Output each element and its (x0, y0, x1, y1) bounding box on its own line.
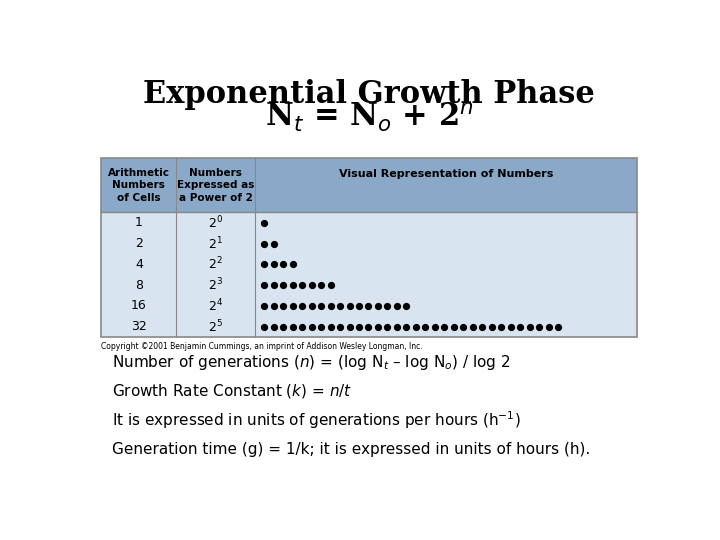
Text: Numbers
Expressed as
a Power of 2: Numbers Expressed as a Power of 2 (177, 168, 254, 203)
Text: 1: 1 (135, 217, 143, 230)
Text: $2^4$: $2^4$ (208, 298, 223, 314)
Text: Visual Representation of Numbers: Visual Representation of Numbers (338, 168, 553, 179)
Text: Number of generations ($n$) = (log N$_t$ – log N$_o$) / log 2: Number of generations ($n$) = (log N$_t$… (112, 353, 511, 372)
Text: 8: 8 (135, 279, 143, 292)
Text: Growth Rate Constant ($k$) = $n/t$: Growth Rate Constant ($k$) = $n/t$ (112, 382, 353, 400)
Bar (101, 158, 636, 337)
Text: 32: 32 (131, 320, 147, 333)
Text: $2^1$: $2^1$ (208, 235, 223, 252)
Text: N$_t$ = N$_o$ + 2$^n$: N$_t$ = N$_o$ + 2$^n$ (265, 102, 473, 134)
Text: 4: 4 (135, 258, 143, 271)
Text: 2: 2 (135, 237, 143, 250)
Text: Generation time (g) = 1/k; it is expressed in units of hours (h).: Generation time (g) = 1/k; it is express… (112, 442, 590, 457)
Text: It is expressed in units of generations per hours (h$^{-1}$): It is expressed in units of generations … (112, 409, 521, 431)
Bar (101, 158, 636, 212)
Text: $2^3$: $2^3$ (208, 277, 223, 293)
Text: $2^5$: $2^5$ (208, 319, 223, 335)
Text: $2^2$: $2^2$ (208, 256, 223, 273)
Bar (101, 212, 636, 337)
Text: Exponential Growth Phase: Exponential Growth Phase (143, 79, 595, 110)
Text: $2^0$: $2^0$ (208, 214, 223, 231)
Text: 16: 16 (131, 300, 147, 313)
Text: Copyright ©2001 Benjamin Cummings, an imprint of Addison Wesley Longman, Inc.: Copyright ©2001 Benjamin Cummings, an im… (101, 342, 423, 351)
Text: Arithmetic
Numbers
of Cells: Arithmetic Numbers of Cells (108, 168, 170, 203)
